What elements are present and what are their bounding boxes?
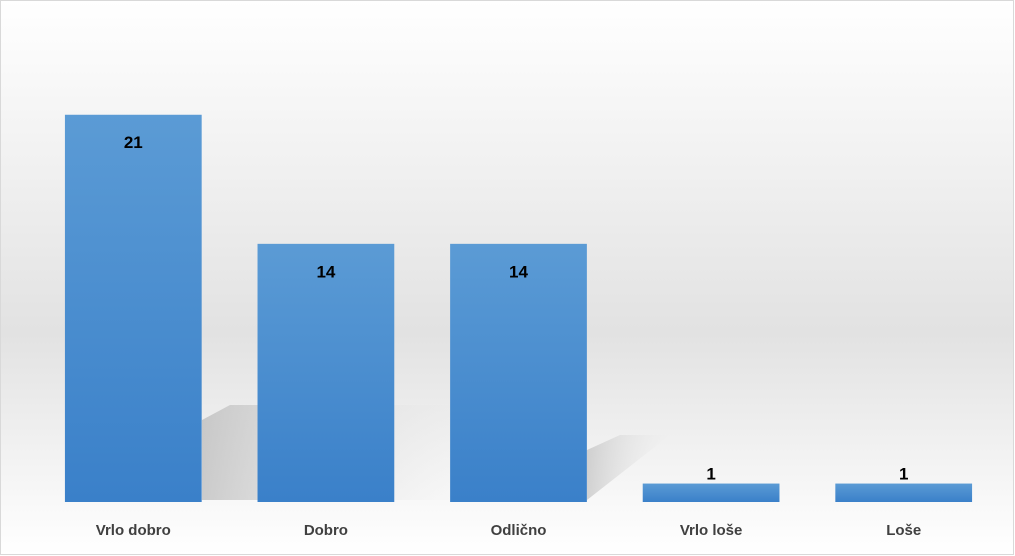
bar <box>835 483 973 502</box>
data-label: 1 <box>706 464 715 483</box>
shadow <box>587 435 670 500</box>
data-label: 1 <box>899 464 908 483</box>
x-tick-label: Dobro <box>304 522 348 539</box>
x-tick-label: Vrlo dobro <box>96 522 171 539</box>
data-label: 14 <box>316 262 335 281</box>
bar <box>64 114 202 502</box>
bar <box>642 483 780 502</box>
x-tick-label: Odlično <box>491 522 547 539</box>
x-tick-label: Loše <box>886 522 921 539</box>
data-label: 14 <box>509 262 528 281</box>
data-label: 21 <box>124 133 143 152</box>
x-tick-label: Vrlo loše <box>680 522 743 539</box>
bar <box>257 243 395 502</box>
bar <box>450 243 587 502</box>
